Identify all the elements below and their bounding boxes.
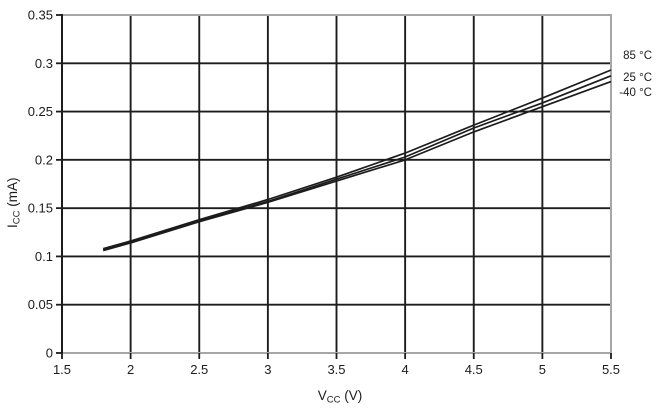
legend-label: -40 °C <box>619 87 652 99</box>
y-tick-label: 0.15 <box>28 201 53 216</box>
y-axis-title: ICC (mA) <box>5 178 23 229</box>
x-axis-title: VCC (V) <box>318 388 363 406</box>
series-line-1 <box>102 75 612 251</box>
x-tick-label: 4.5 <box>465 362 483 377</box>
y-tick-label: 0.25 <box>28 104 53 119</box>
x-tick-label: 2.5 <box>190 362 208 377</box>
y-tick-label: 0.05 <box>28 297 53 312</box>
x-tick-label: 5 <box>539 362 546 377</box>
series-line-2 <box>102 80 612 252</box>
x-tick-label: 3.5 <box>327 362 345 377</box>
legend-label: 25 °C <box>623 72 652 84</box>
y-tick-label: 0.35 <box>28 8 53 23</box>
x-tick-label: 4 <box>402 362 409 377</box>
y-tick-label: 0.1 <box>35 249 53 264</box>
series-line-0 <box>102 69 612 250</box>
x-tick-label: 1.5 <box>53 362 71 377</box>
legend-label: 85 °C <box>623 50 652 62</box>
y-tick-label: 0 <box>46 346 53 361</box>
y-tick-label: 0.3 <box>35 56 53 71</box>
x-tick-label: 3 <box>264 362 271 377</box>
y-tick-label: 0.2 <box>35 152 53 167</box>
x-tick-label: 5.5 <box>602 362 620 377</box>
x-tick-label: 2 <box>127 362 134 377</box>
